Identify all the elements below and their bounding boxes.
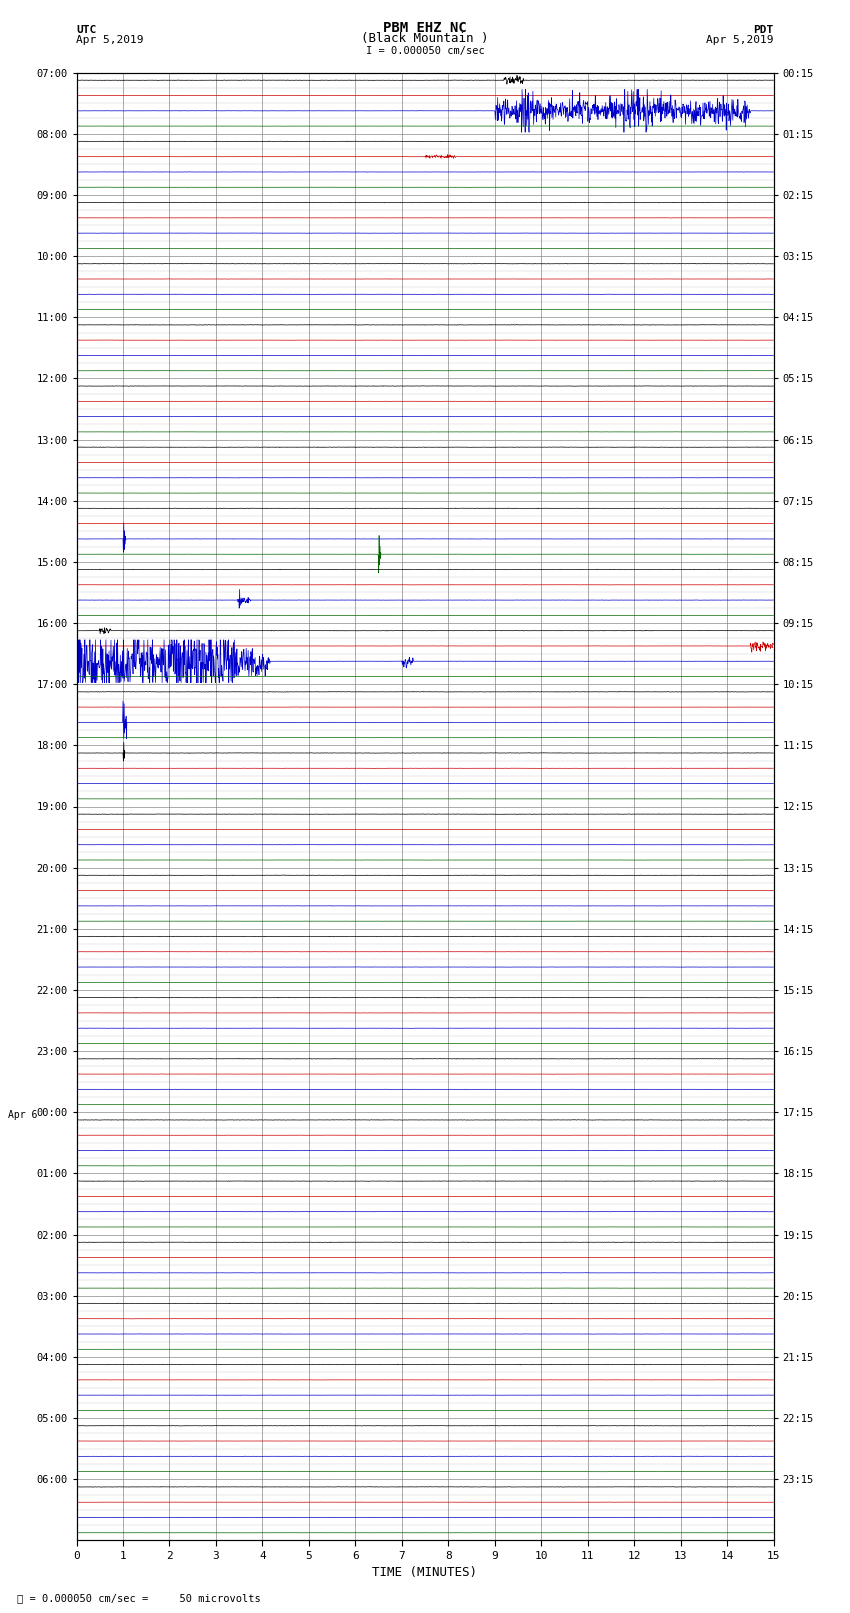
- Text: Apr 5,2019: Apr 5,2019: [76, 35, 144, 45]
- Text: ⎯ = 0.000050 cm/sec =     50 microvolts: ⎯ = 0.000050 cm/sec = 50 microvolts: [17, 1594, 261, 1603]
- X-axis label: TIME (MINUTES): TIME (MINUTES): [372, 1566, 478, 1579]
- Text: (Black Mountain ): (Black Mountain ): [361, 32, 489, 45]
- Text: PDT: PDT: [753, 24, 774, 35]
- Text: UTC: UTC: [76, 24, 97, 35]
- Text: Apr 6: Apr 6: [8, 1110, 37, 1119]
- Text: PBM EHZ NC: PBM EHZ NC: [383, 21, 467, 35]
- Text: Apr 5,2019: Apr 5,2019: [706, 35, 774, 45]
- Text: I = 0.000050 cm/sec: I = 0.000050 cm/sec: [366, 45, 484, 56]
